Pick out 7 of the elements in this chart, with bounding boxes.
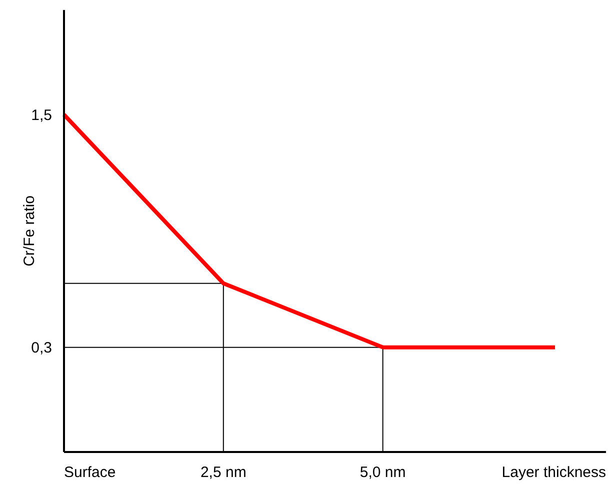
x-tick-label: Surface xyxy=(64,464,116,481)
y-tick-label: 1,5 xyxy=(31,106,52,124)
x-axis-title: Layer thickness xyxy=(502,464,606,481)
x-tick-label: 5,0 nm xyxy=(360,464,406,481)
y-axis-title: Cr/Fe ratio xyxy=(21,196,38,266)
x-tick-label: 2,5 nm xyxy=(200,464,246,481)
y-tick-label: 0,3 xyxy=(31,340,52,357)
